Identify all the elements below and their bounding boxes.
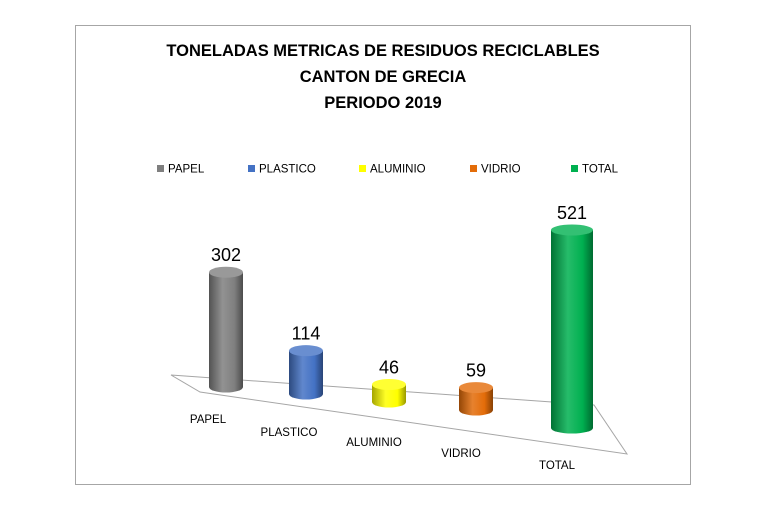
bar-top-papel [209, 266, 243, 278]
bar-total: 521 [551, 203, 593, 434]
chart-floor [170, 374, 629, 455]
bar-body-plastico [289, 350, 323, 400]
chart-title-line-3: PERIODO 2019 [324, 94, 442, 112]
category-labels: PAPEL PLASTICO ALUMINIO VIDRIO TOTAL [190, 414, 576, 472]
bar-top-vidrio [459, 382, 493, 394]
bar-top-aluminio [372, 379, 406, 391]
bar-body-aluminio [372, 384, 406, 408]
data-label-papel: 302 [211, 245, 241, 265]
chart-title-line-2: CANTON DE GRECIA [299, 68, 467, 86]
legend-label-plastico: PLASTICO [259, 164, 316, 176]
category-label-total: TOTAL [539, 460, 576, 472]
bar-papel: 302 [209, 245, 243, 393]
data-label-vidrio: 59 [466, 361, 486, 381]
bar-top-total [551, 224, 593, 236]
category-label-vidrio: VIDRIO [441, 448, 481, 460]
chart-title: TONELADAS METRICAS DE RESIDUOS RECICLABL… [75, 38, 691, 116]
legend-swatch-total [571, 165, 578, 172]
bar-body-total [551, 230, 593, 434]
legend-label-vidrio: VIDRIO [481, 164, 521, 176]
legend-label-aluminio: ALUMINIO [370, 164, 426, 176]
bars-group: 302 114 46 59 521 [209, 203, 593, 434]
bar-vidrio: 59 [459, 361, 493, 416]
legend: PAPEL PLASTICO ALUMINIO VIDRIO TOTAL [157, 164, 619, 176]
bar-top-plastico [289, 345, 323, 357]
category-label-aluminio: ALUMINIO [346, 437, 402, 449]
legend-swatch-plastico [248, 165, 255, 172]
bar-body-vidrio [459, 387, 493, 416]
data-label-total: 521 [557, 203, 587, 223]
bar-body-papel [209, 272, 243, 393]
legend-label-papel: PAPEL [168, 164, 205, 176]
legend-swatch-aluminio [359, 165, 366, 172]
bar-aluminio: 46 [372, 358, 406, 408]
legend-swatch-vidrio [470, 165, 477, 172]
legend-swatch-papel [157, 165, 164, 172]
legend-label-total: TOTAL [582, 164, 619, 176]
data-label-aluminio: 46 [379, 358, 399, 378]
bar-plastico: 114 [289, 324, 323, 400]
category-label-papel: PAPEL [190, 414, 227, 426]
category-label-plastico: PLASTICO [261, 427, 318, 439]
chart-title-line-1: TONELADAS METRICAS DE RESIDUOS RECICLABL… [166, 42, 600, 60]
data-label-plastico: 114 [292, 324, 321, 344]
